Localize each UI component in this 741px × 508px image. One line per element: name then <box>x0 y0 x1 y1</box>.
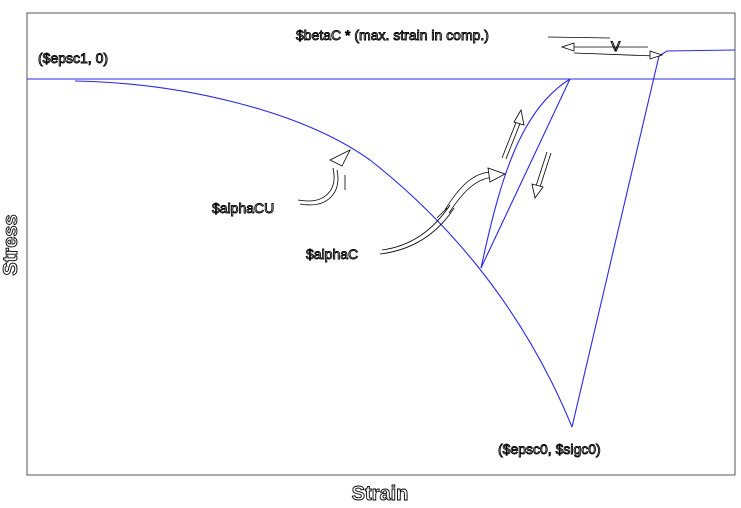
unloading-branch <box>571 55 660 428</box>
reload-loop-upper <box>480 78 571 269</box>
alphaC-label: $alphaC <box>306 246 358 262</box>
y-axis-title: Stress <box>0 214 22 275</box>
reload-loop-lower <box>480 78 571 269</box>
residual-branch <box>658 49 736 57</box>
v-marker-label: V <box>611 38 621 54</box>
plot-frame <box>26 12 736 476</box>
reload-up-arrow <box>501 108 525 160</box>
alphaCU-arrow <box>297 149 351 206</box>
origin-point-label: ($epsc1, 0) <box>38 50 108 66</box>
betaC-pointer <box>547 36 664 60</box>
betaC-label: $betaC * (max. strain in comp.) <box>296 27 489 43</box>
peak-point-label: ($epsc0, $sigc0) <box>498 441 601 457</box>
x-axis-title: Strain <box>352 483 409 505</box>
alphaCU-label: $alphaCU <box>212 200 274 216</box>
alphaC-arrow <box>379 167 506 255</box>
unload-down-arrow <box>531 151 552 199</box>
envelope-curve <box>74 80 573 428</box>
